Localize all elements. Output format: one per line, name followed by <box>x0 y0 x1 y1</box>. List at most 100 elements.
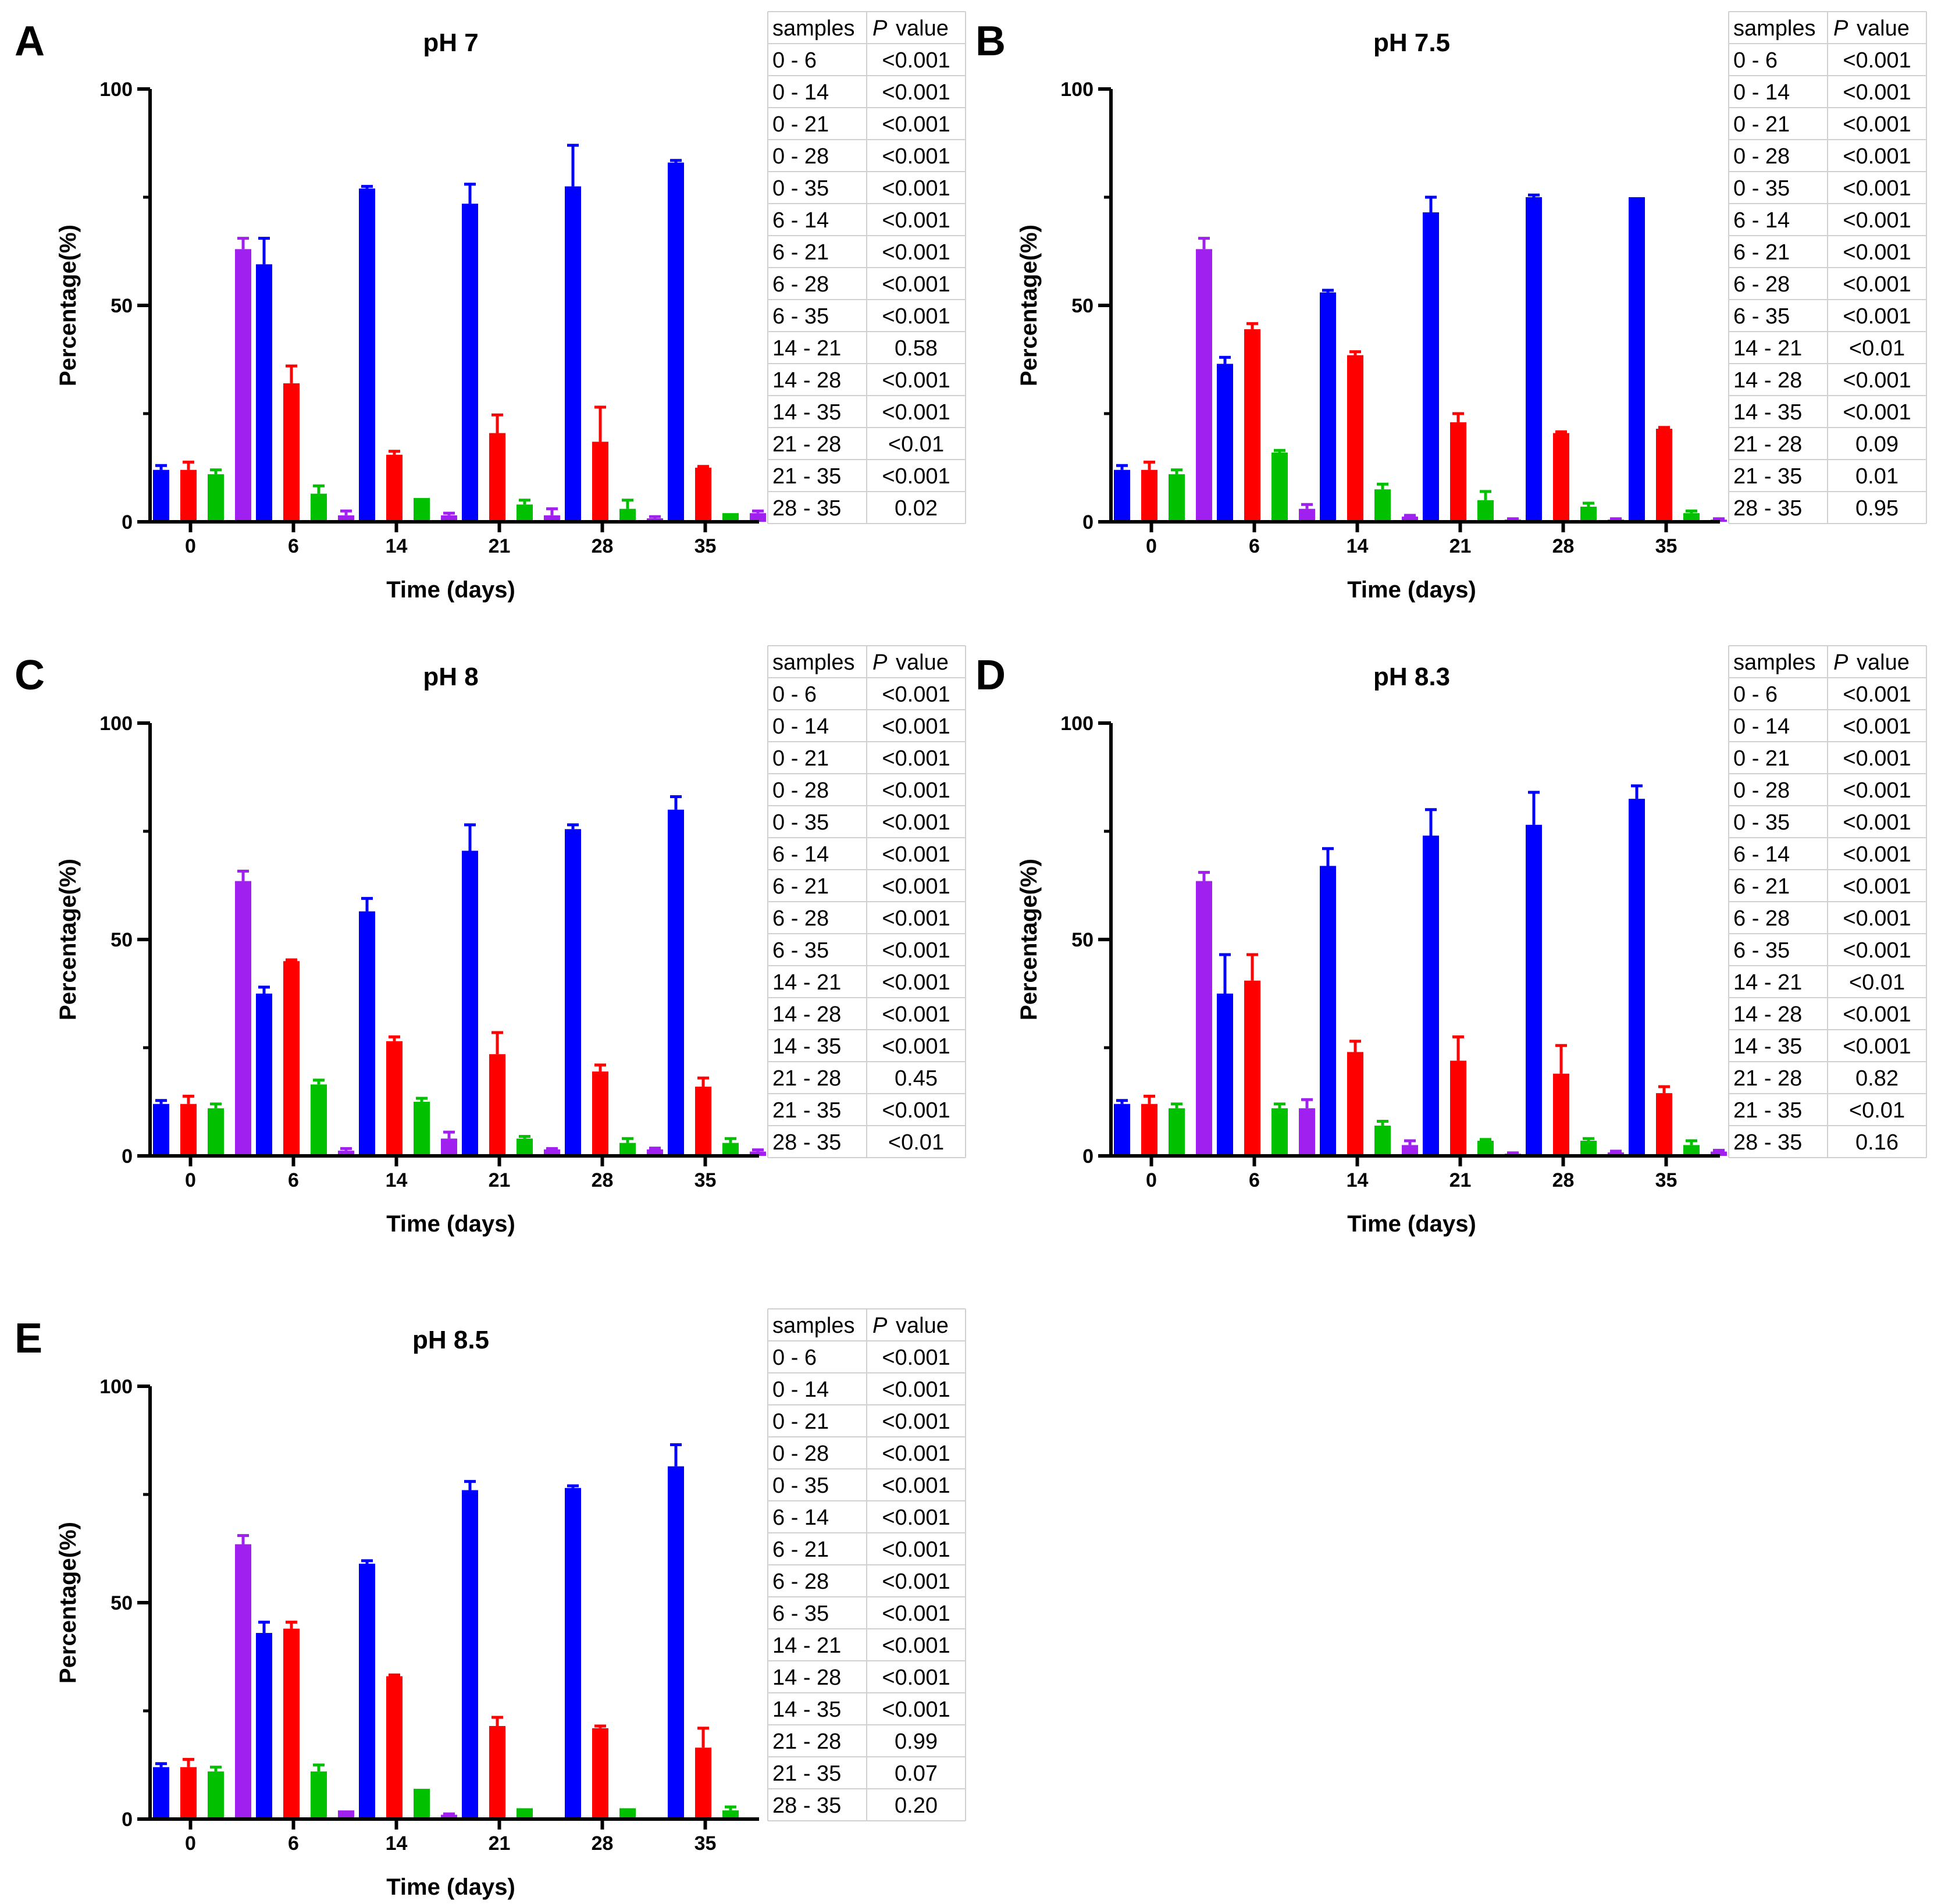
bar-series-2-day-21 <box>489 433 505 522</box>
x-tick-label: 28 <box>592 1832 614 1855</box>
x-axis-label: Time (days) <box>386 1211 515 1237</box>
bar-series-4-day-0 <box>1196 249 1212 522</box>
table-cell-samples: 14 - 28 <box>772 1002 841 1027</box>
bar-series-1-day-21 <box>1423 212 1439 522</box>
bar-series-4-day-0 <box>235 881 251 1156</box>
x-tick-label: 28 <box>592 1169 614 1191</box>
x-tick-label: 35 <box>694 535 717 557</box>
table-cell-samples: 0 - 28 <box>772 778 829 803</box>
y-axis-label: Percentage(%) <box>55 1522 81 1684</box>
table-cell-samples: 0 - 28 <box>772 144 829 169</box>
bar-series-4-day-21 <box>544 1149 560 1156</box>
bar-series-3-day-0 <box>208 1108 224 1156</box>
table-cell-samples: 14 - 35 <box>1733 400 1802 425</box>
table-cell-samples: 0 - 6 <box>1733 682 1778 707</box>
bar-series-3-day-21 <box>1477 1140 1494 1156</box>
y-tick-label: 100 <box>99 79 133 101</box>
bar-series-3-day-21 <box>1477 500 1494 522</box>
bar-series-2-day-0 <box>180 1104 197 1156</box>
x-axis-label: Time (days) <box>386 577 515 603</box>
table-cell-samples: 6 - 21 <box>772 874 829 899</box>
bar-series-2-day-35 <box>695 468 711 522</box>
bar-series-4-day-14 <box>1402 1145 1418 1156</box>
bar-series-1-day-0 <box>153 1104 169 1156</box>
table-cell-samples: 0 - 6 <box>1733 48 1778 73</box>
x-tick-label: 35 <box>694 1832 717 1855</box>
table-cell-p-value: <0.001 <box>882 1346 950 1370</box>
table-cell-p-value: <0.001 <box>882 810 950 835</box>
bar-series-4-day-14 <box>441 515 457 522</box>
bar-series-2-day-0 <box>1141 1104 1157 1156</box>
y-tick-label: 50 <box>1071 929 1094 951</box>
bar-series-1-day-28 <box>1526 824 1542 1156</box>
bar-series-2-day-21 <box>489 1054 505 1156</box>
table-cell-p-value: <0.001 <box>882 240 950 265</box>
table-cell-samples: 14 - 21 <box>772 1633 841 1658</box>
bar-series-3-day-35 <box>722 513 739 522</box>
table-cell-samples: 0 - 14 <box>772 714 829 739</box>
table-cell-samples: 0 - 14 <box>772 80 829 105</box>
table-cell-p-value: <0.001 <box>882 1506 950 1530</box>
table-cell-p-value: <0.001 <box>882 1602 950 1626</box>
table-cell-p-value: <0.001 <box>1843 746 1911 771</box>
bar-series-1-day-6 <box>256 1633 272 1819</box>
bar-series-3-day-0 <box>1169 1108 1185 1156</box>
table-cell-samples: 21 - 35 <box>772 464 841 489</box>
bar-series-3-day-21 <box>517 504 533 522</box>
table-cell-samples: 0 - 35 <box>1733 176 1790 201</box>
y-tick-label: 0 <box>122 1809 133 1831</box>
bar-series-2-day-28 <box>592 1728 608 1819</box>
y-axis-label: Percentage(%) <box>55 859 81 1020</box>
bar-series-1-day-21 <box>462 204 478 522</box>
table-cell-p-value: <0.001 <box>1843 810 1911 835</box>
table-cell-samples: 0 - 6 <box>772 682 817 707</box>
x-tick-label: 14 <box>386 535 408 557</box>
x-tick-label: 0 <box>1146 1169 1157 1191</box>
table-cell-samples: 14 - 21 <box>772 336 841 361</box>
table-cell-p-value: <0.001 <box>1843 368 1911 393</box>
x-tick-label: 21 <box>489 535 511 557</box>
bar-series-1-day-35 <box>668 809 684 1156</box>
table-header-value: value <box>896 1314 949 1338</box>
table-cell-samples: 14 - 35 <box>772 400 841 425</box>
x-tick-label: 28 <box>1552 1169 1575 1191</box>
bar-series-3-day-0 <box>208 474 224 522</box>
table-cell-samples: 14 - 21 <box>1733 970 1802 995</box>
bar-series-1-day-35 <box>1629 799 1645 1156</box>
x-tick-label: 28 <box>1552 535 1575 557</box>
table-cell-samples: 0 - 35 <box>772 176 829 201</box>
table-cell-samples: 28 - 35 <box>772 1793 841 1818</box>
table-cell-p-value: <0.001 <box>1843 682 1911 707</box>
table-cell-p-value: 0.20 <box>895 1793 938 1818</box>
chart-title: pH 8 <box>423 663 478 691</box>
bar-series-4-day-35 <box>1711 1151 1727 1156</box>
table-cell-p-value: <0.001 <box>1843 208 1911 233</box>
x-tick-label: 21 <box>489 1169 511 1191</box>
table-header-value: value <box>896 16 949 41</box>
bar-series-1-day-6 <box>256 264 272 522</box>
table-cell-p-value: <0.001 <box>1843 874 1911 899</box>
x-tick-label: 6 <box>1249 535 1260 557</box>
bar-series-3-day-6 <box>1271 452 1288 522</box>
table-cell-p-value: <0.001 <box>1843 778 1911 803</box>
panel-letter: C <box>15 652 45 699</box>
bar-series-3-day-0 <box>208 1771 224 1819</box>
table-cell-samples: 14 - 35 <box>772 1034 841 1059</box>
table-cell-samples: 6 - 14 <box>1733 208 1790 233</box>
bar-series-3-day-21 <box>517 1138 533 1156</box>
table-cell-samples: 14 - 35 <box>772 1697 841 1722</box>
table-cell-p-value: 0.09 <box>1855 432 1899 457</box>
bar-series-4-day-6 <box>338 1151 354 1156</box>
table-cell-samples: 0 - 14 <box>1733 714 1790 739</box>
bar-series-2-day-14 <box>1347 355 1363 522</box>
table-cell-p-value: 0.02 <box>895 496 938 521</box>
table-cell-p-value: <0.001 <box>882 80 950 105</box>
table-header-value: value <box>1857 650 1910 675</box>
bar-series-1-day-28 <box>565 829 581 1156</box>
table-cell-samples: 14 - 21 <box>1733 336 1802 361</box>
table-cell-samples: 21 - 28 <box>772 432 841 457</box>
